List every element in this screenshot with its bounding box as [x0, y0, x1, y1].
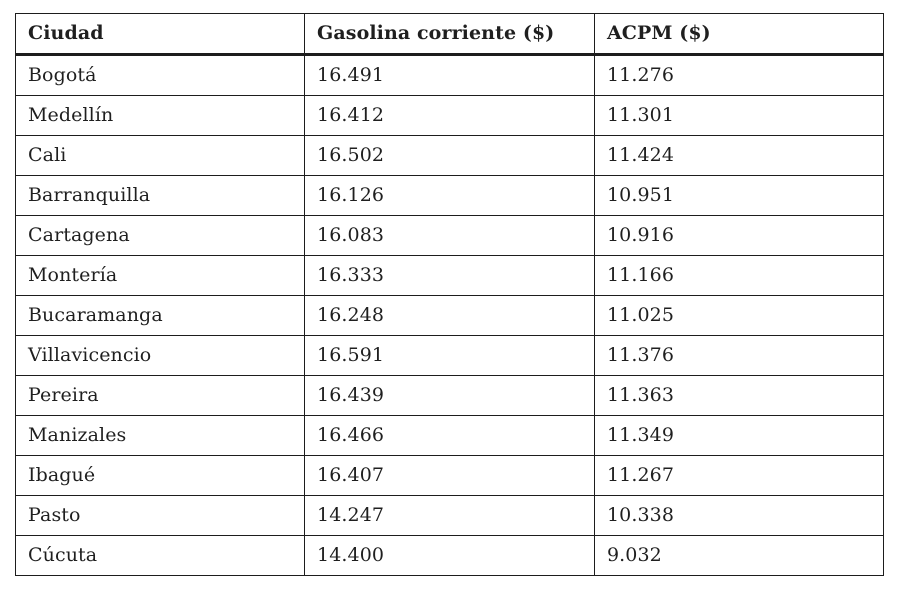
- acpm-price-cell: 9.032: [593, 535, 885, 576]
- city-cell: Manizales: [14, 415, 306, 456]
- table-row: Pereira 16.439 11.363: [14, 375, 885, 416]
- table-row: Villavicencio 16.591 11.376: [14, 335, 885, 376]
- table-row: Bogotá 16.491 11.276: [14, 54, 885, 96]
- acpm-price-cell: 11.276: [593, 54, 885, 96]
- city-cell: Cali: [14, 135, 306, 176]
- acpm-price-cell: 11.349: [593, 415, 885, 456]
- acpm-price-cell: 11.363: [593, 375, 885, 416]
- table-row: Medellín 16.412 11.301: [14, 95, 885, 136]
- table-row: Cúcuta 14.400 9.032: [14, 535, 885, 576]
- city-cell: Cúcuta: [14, 535, 306, 576]
- acpm-price-cell: 11.424: [593, 135, 885, 176]
- table-row: Bucaramanga 16.248 11.025: [14, 295, 885, 336]
- gasolina-price-cell: 16.126: [304, 175, 595, 216]
- column-header-gasolina-corriente: Gasolina corriente ($): [304, 13, 595, 56]
- gasolina-price-cell: 16.439: [304, 375, 595, 416]
- acpm-price-cell: 10.338: [593, 495, 885, 536]
- gasolina-price-cell: 16.407: [304, 455, 595, 496]
- table-row: Pasto 14.247 10.338: [14, 495, 885, 536]
- table-row: Manizales 16.466 11.349: [14, 415, 885, 456]
- acpm-price-cell: 11.025: [593, 295, 885, 336]
- gasolina-price-cell: 16.491: [304, 54, 595, 96]
- city-cell: Medellín: [14, 95, 306, 136]
- city-cell: Cartagena: [14, 215, 306, 256]
- gasolina-price-cell: 14.247: [304, 495, 595, 536]
- gasolina-price-cell: 16.083: [304, 215, 595, 256]
- gasolina-price-cell: 16.502: [304, 135, 595, 176]
- acpm-price-cell: 11.376: [593, 335, 885, 376]
- gasolina-price-cell: 16.333: [304, 255, 595, 296]
- acpm-price-cell: 10.916: [593, 215, 885, 256]
- header-row: Ciudad Gasolina corriente ($) ACPM ($): [14, 13, 885, 56]
- city-cell: Pereira: [14, 375, 306, 416]
- city-cell: Bucaramanga: [14, 295, 306, 336]
- acpm-price-cell: 11.301: [593, 95, 885, 136]
- table-row: Cartagena 16.083 10.916: [14, 215, 885, 256]
- column-header-acpm: ACPM ($): [593, 13, 885, 56]
- city-cell: Villavicencio: [14, 335, 306, 376]
- gasolina-price-cell: 16.591: [304, 335, 595, 376]
- fuel-price-table: Ciudad Gasolina corriente ($) ACPM ($) B…: [14, 13, 885, 576]
- table-row: Barranquilla 16.126 10.951: [14, 175, 885, 216]
- gasolina-price-cell: 16.412: [304, 95, 595, 136]
- city-cell: Bogotá: [14, 54, 306, 96]
- city-cell: Montería: [14, 255, 306, 296]
- city-cell: Ibagué: [14, 455, 306, 496]
- acpm-price-cell: 10.951: [593, 175, 885, 216]
- table-row: Ibagué 16.407 11.267: [14, 455, 885, 496]
- table-body: Bogotá 16.491 11.276 Medellín 16.412 11.301 Ca…: [14, 54, 885, 576]
- city-cell: Barranquilla: [14, 175, 306, 216]
- acpm-price-cell: 11.166: [593, 255, 885, 296]
- gasolina-price-cell: 16.248: [304, 295, 595, 336]
- city-cell: Pasto: [14, 495, 306, 536]
- table-row: Cali 16.502 11.424: [14, 135, 885, 176]
- acpm-price-cell: 11.267: [593, 455, 885, 496]
- table-row: Montería 16.333 11.166: [14, 255, 885, 296]
- gasolina-price-cell: 14.400: [304, 535, 595, 576]
- gasolina-price-cell: 16.466: [304, 415, 595, 456]
- column-header-ciudad: Ciudad: [14, 13, 306, 56]
